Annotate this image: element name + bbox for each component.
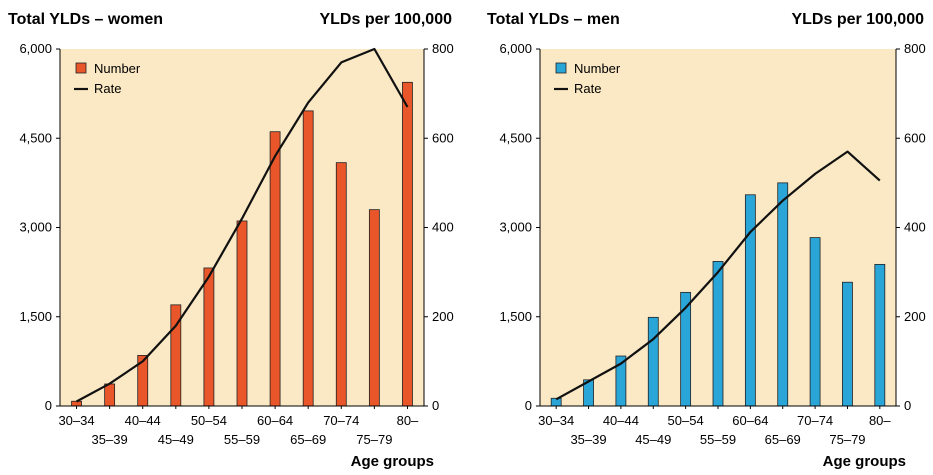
rate-line bbox=[555, 150, 881, 401]
right-axis-title: YLDs per 100,000 bbox=[319, 11, 452, 28]
x-tick-label: 55–59 bbox=[700, 432, 736, 447]
x-tick-label: 45–49 bbox=[158, 432, 194, 447]
bar bbox=[402, 81, 413, 407]
rate-line bbox=[75, 47, 409, 403]
y-tick-label: 3,000 bbox=[19, 220, 52, 235]
x-tick-label: 60–64 bbox=[257, 413, 293, 428]
legend-label-number: Number bbox=[574, 61, 621, 76]
x-tick-label: 35–39 bbox=[92, 432, 128, 447]
bar bbox=[236, 220, 248, 407]
x-tick-label: 65–69 bbox=[765, 432, 801, 447]
y-tick-label: 4,500 bbox=[499, 130, 532, 145]
right-axis-title: YLDs per 100,000 bbox=[791, 11, 924, 28]
chart-panel-women: Total YLDs – women YLDs per 100,000 0 1,500… bbox=[8, 11, 454, 470]
y-tick-label: 3,000 bbox=[499, 220, 532, 235]
y2-tick-label: 0 bbox=[904, 398, 911, 413]
y2-tick-label: 400 bbox=[432, 220, 454, 235]
x-tick-label: 80– bbox=[869, 413, 891, 428]
y2-tick-label: 0 bbox=[432, 398, 439, 413]
legend-swatch-number bbox=[555, 62, 567, 74]
y-tick-label: 0 bbox=[525, 398, 532, 413]
x-tick-label: 50–54 bbox=[668, 413, 704, 428]
x-tick-label: 70–74 bbox=[797, 413, 833, 428]
bar bbox=[302, 110, 314, 407]
x-tick-label: 65–69 bbox=[290, 432, 326, 447]
bar bbox=[809, 237, 821, 407]
y2-tick-label: 800 bbox=[432, 41, 454, 56]
y2-tick-label: 400 bbox=[904, 220, 926, 235]
x-axis-label: Age groups bbox=[823, 453, 906, 470]
bar bbox=[647, 316, 659, 407]
bar bbox=[269, 131, 281, 407]
bar bbox=[71, 400, 82, 407]
x-tick-label: 75–79 bbox=[829, 432, 865, 447]
x-tick-label: 30–34 bbox=[538, 413, 574, 428]
bar bbox=[368, 209, 380, 407]
y2-tick-label: 200 bbox=[904, 309, 926, 324]
y-tick-label: 1,500 bbox=[19, 309, 52, 324]
x-tick-label: 80– bbox=[397, 413, 419, 428]
bar bbox=[104, 383, 116, 407]
bar bbox=[203, 267, 215, 407]
chart-title: Total YLDs – men bbox=[487, 11, 620, 28]
bar bbox=[712, 261, 724, 407]
y2-tick-label: 200 bbox=[432, 309, 454, 324]
x-tick-label: 70–74 bbox=[323, 413, 359, 428]
y2-tick-label: 800 bbox=[904, 41, 926, 56]
bar bbox=[777, 182, 789, 407]
legend-label-number: Number bbox=[94, 61, 141, 76]
y2-tick-label: 600 bbox=[432, 130, 454, 145]
chart-panel-men: Total YLDs – men YLDs per 100,000 0 1,500 3,… bbox=[487, 11, 926, 470]
bar bbox=[550, 397, 562, 407]
x-tick-label: 35–39 bbox=[570, 432, 606, 447]
x-tick-label: 75–79 bbox=[356, 432, 392, 447]
legend-label-rate: Rate bbox=[574, 81, 601, 96]
chart-title: Total YLDs – women bbox=[8, 11, 163, 28]
y-tick-label: 6,000 bbox=[499, 41, 532, 56]
x-tick-label: 40–44 bbox=[125, 413, 161, 428]
x-axis-label: Age groups bbox=[351, 453, 434, 470]
x-tick-label: 40–44 bbox=[603, 413, 639, 428]
legend-label-rate: Rate bbox=[94, 81, 121, 96]
x-tick-label: 30–34 bbox=[58, 413, 94, 428]
y2-tick-label: 600 bbox=[904, 130, 926, 145]
y-tick-label: 0 bbox=[45, 398, 52, 413]
y-tick-label: 6,000 bbox=[19, 41, 52, 56]
legend-swatch-number bbox=[75, 62, 87, 74]
bar bbox=[335, 162, 347, 407]
bar bbox=[874, 263, 886, 407]
bar bbox=[680, 291, 692, 407]
x-tick-label: 50–54 bbox=[191, 413, 227, 428]
y-tick-label: 4,500 bbox=[19, 130, 52, 145]
x-tick-label: 60–64 bbox=[732, 413, 768, 428]
y-tick-label: 1,500 bbox=[499, 309, 532, 324]
bar bbox=[744, 194, 756, 407]
x-tick-label: 55–59 bbox=[224, 432, 260, 447]
bar bbox=[842, 281, 853, 407]
x-tick-label: 45–49 bbox=[635, 432, 671, 447]
